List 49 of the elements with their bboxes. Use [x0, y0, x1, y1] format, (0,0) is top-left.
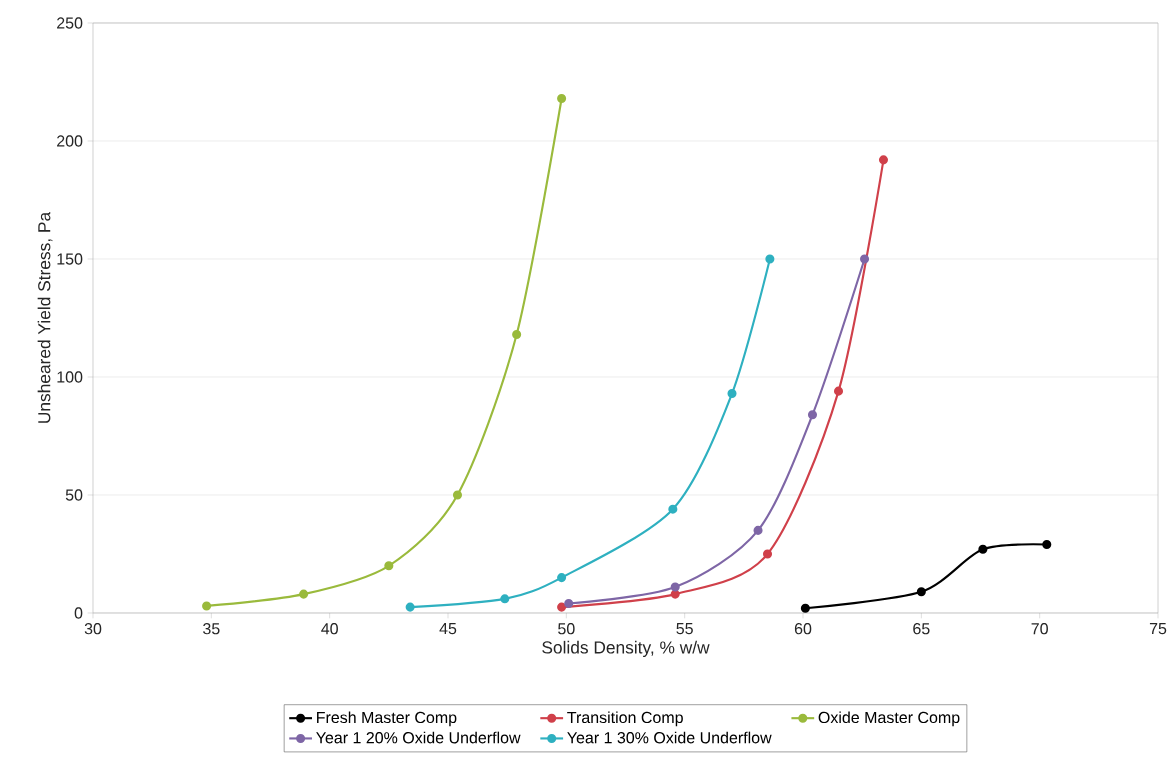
y-tick-label: 250	[57, 17, 83, 29]
point	[807, 410, 818, 420]
point	[500, 594, 510, 604]
x-tick-label: 50	[558, 623, 575, 635]
x-tick-label: 60	[794, 623, 812, 635]
point	[916, 587, 926, 597]
point	[670, 589, 680, 599]
point	[1042, 540, 1052, 550]
point	[833, 386, 844, 396]
x-tick-label: 70	[1031, 623, 1048, 635]
legend-label: Year 1 20% Oxide Underflow	[316, 731, 521, 744]
legend-label: Oxide Master Comp	[818, 711, 960, 727]
point	[765, 254, 775, 264]
y-tick-label: 0	[74, 607, 83, 619]
y-tick-label: 200	[57, 135, 83, 147]
legend-label: Fresh Master Comp	[317, 711, 457, 727]
y-tick-label: 50	[65, 489, 83, 501]
point	[405, 602, 415, 612]
point	[860, 254, 870, 264]
x-tick-label: 75	[1149, 623, 1167, 635]
point	[299, 589, 309, 599]
point	[512, 329, 522, 340]
point	[452, 490, 463, 500]
point	[557, 573, 567, 583]
x-tick-label: 45	[439, 623, 457, 635]
y-tick-label: 150	[57, 253, 83, 265]
x-tick-label: 30	[84, 623, 102, 635]
point	[762, 549, 773, 559]
point	[564, 599, 574, 609]
point	[670, 582, 680, 592]
point	[727, 388, 737, 399]
point	[202, 601, 212, 611]
x-tick-label: 40	[321, 623, 338, 635]
legend-label: Year 1 30% Oxide Underflow	[567, 731, 772, 744]
point	[384, 561, 394, 571]
point	[753, 525, 763, 535]
y-tick-label: 100	[57, 371, 83, 383]
x-tick-label: 35	[203, 623, 220, 635]
x-tick-label: 55	[676, 623, 693, 635]
point	[800, 603, 810, 613]
point	[878, 155, 889, 165]
point	[557, 93, 567, 104]
y-axis-title: Unsheared Yield Stress, Pa	[37, 211, 53, 423]
point	[668, 504, 678, 514]
legend-label: Transition Comp	[567, 711, 683, 727]
point	[557, 602, 567, 612]
point	[978, 544, 988, 554]
x-axis-title: Solids Density, % w/w	[542, 640, 710, 658]
x-tick-label: 65	[913, 623, 930, 635]
